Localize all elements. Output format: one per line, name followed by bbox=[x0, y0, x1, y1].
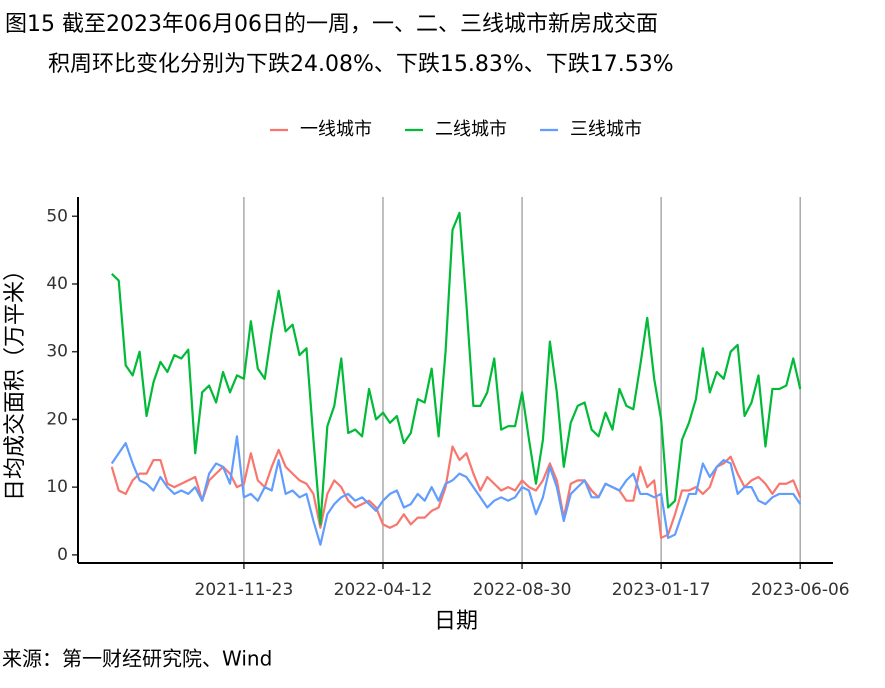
x-tick-label: 2022-04-12 bbox=[334, 580, 433, 600]
series-line bbox=[111, 211, 802, 526]
x-tick-label: 2023-06-06 bbox=[751, 580, 850, 600]
chart-title: 积周环比变化分别为下跌24.08%、下跌15.83%、下跌17.53% bbox=[48, 52, 674, 77]
x-tick-label: 2021-11-23 bbox=[195, 580, 294, 600]
y-tick-label: 10 bbox=[46, 477, 68, 497]
x-tick-label: 2023-01-17 bbox=[612, 580, 711, 600]
chart-title: 图15 截至2023年06月06日的一周，一、二、三线城市新房成交面 bbox=[5, 12, 658, 37]
x-axis-label: 日期 bbox=[434, 609, 478, 634]
y-tick-label: 30 bbox=[46, 342, 68, 362]
y-tick-label: 50 bbox=[46, 206, 68, 226]
legend-label: 二线城市 bbox=[435, 119, 507, 140]
legend-label: 一线城市 bbox=[300, 119, 372, 140]
y-tick-label: 20 bbox=[46, 409, 68, 429]
y-tick-label: 40 bbox=[46, 274, 68, 294]
series-line bbox=[110, 445, 802, 540]
y-tick-label: 0 bbox=[57, 545, 68, 565]
source: 来源：第一财经研究院、Wind bbox=[2, 647, 272, 671]
x-tick-label: 2022-08-30 bbox=[473, 580, 572, 600]
series-line bbox=[110, 435, 802, 546]
legend-label: 三线城市 bbox=[570, 119, 642, 140]
y-axis-label: 日均成交面积（万平米） bbox=[3, 259, 28, 501]
